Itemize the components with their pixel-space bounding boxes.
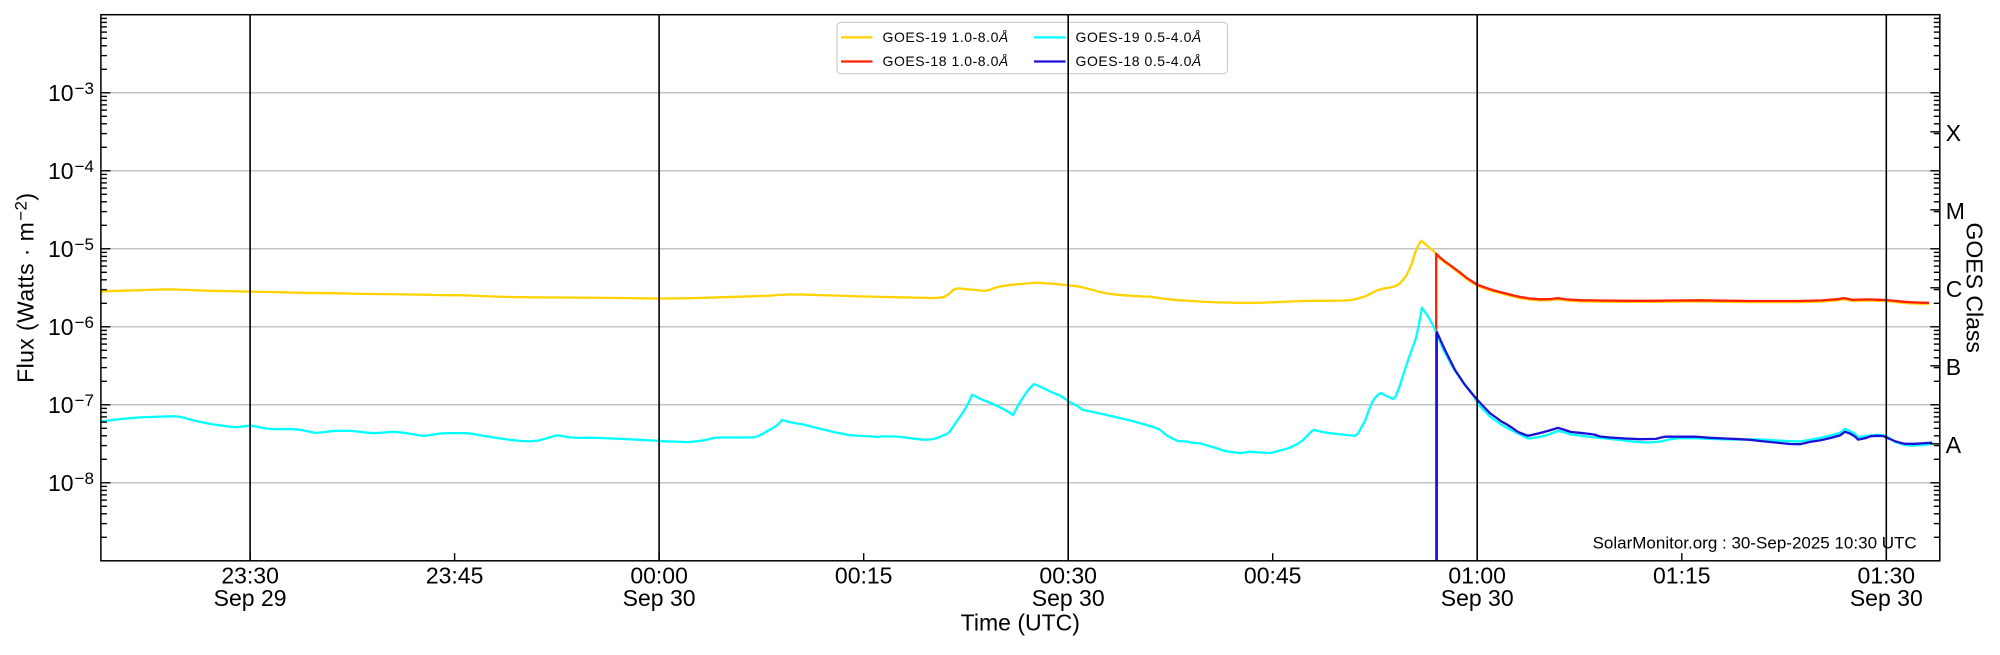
svg-text:X: X: [1946, 120, 1961, 146]
svg-text:GOES Class: GOES Class: [1962, 223, 1988, 353]
svg-text:10−7: 10−7: [48, 391, 94, 418]
svg-text:01:30: 01:30: [1858, 563, 1916, 589]
svg-text:00:45: 00:45: [1244, 563, 1302, 589]
svg-text:10−3: 10−3: [48, 79, 94, 106]
svg-text:Flux (Watts · m−2): Flux (Watts · m−2): [12, 193, 39, 383]
svg-text:GOES-19 0.5-4.0Å: GOES-19 0.5-4.0Å: [1076, 29, 1202, 45]
svg-text:GOES-19 1.0-8.0Å: GOES-19 1.0-8.0Å: [883, 29, 1009, 45]
svg-text:Sep 30: Sep 30: [1032, 585, 1105, 611]
svg-text:10−8: 10−8: [48, 469, 94, 496]
svg-text:Sep 30: Sep 30: [623, 585, 696, 611]
svg-text:00:00: 00:00: [630, 563, 688, 589]
svg-text:GOES-18 0.5-4.0Å: GOES-18 0.5-4.0Å: [1076, 53, 1202, 69]
svg-text:SolarMonitor.org : 30-Sep-2025: SolarMonitor.org : 30-Sep-2025 10:30 UTC: [1593, 533, 1917, 552]
svg-text:10−5: 10−5: [48, 235, 94, 262]
svg-text:10−4: 10−4: [48, 157, 94, 184]
svg-text:M: M: [1946, 198, 1965, 224]
svg-text:01:15: 01:15: [1653, 563, 1711, 589]
svg-text:GOES-18 1.0-8.0Å: GOES-18 1.0-8.0Å: [883, 53, 1009, 69]
svg-text:00:15: 00:15: [835, 563, 893, 589]
svg-text:00:30: 00:30: [1039, 563, 1097, 589]
svg-text:Sep 30: Sep 30: [1850, 585, 1923, 611]
svg-text:B: B: [1946, 354, 1961, 380]
svg-text:Sep 30: Sep 30: [1441, 585, 1514, 611]
svg-text:Sep 29: Sep 29: [214, 585, 287, 611]
svg-text:01:00: 01:00: [1448, 563, 1506, 589]
svg-text:23:30: 23:30: [221, 563, 279, 589]
svg-text:10−6: 10−6: [48, 313, 94, 340]
svg-text:A: A: [1946, 432, 1962, 458]
svg-text:23:45: 23:45: [426, 563, 484, 589]
svg-text:C: C: [1946, 276, 1963, 302]
svg-text:Time (UTC): Time (UTC): [961, 610, 1080, 636]
